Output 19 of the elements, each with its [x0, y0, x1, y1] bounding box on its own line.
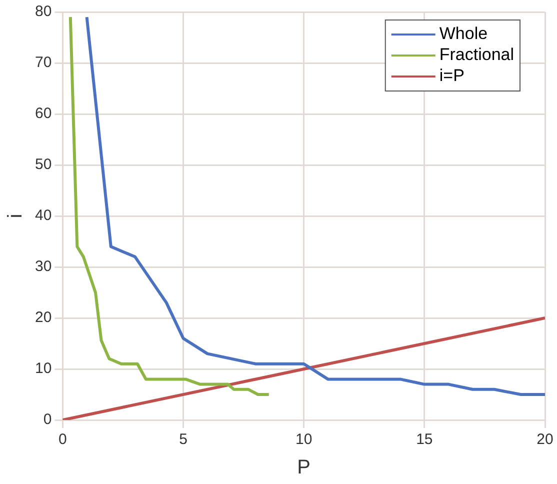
legend-label: Whole	[439, 24, 488, 44]
y-tick-label: 10	[34, 360, 52, 378]
legend-label: Fractional	[439, 45, 514, 64]
legend-label: i=P	[439, 66, 464, 86]
y-tick-label: 80	[34, 3, 52, 20]
x-axis-title: P	[297, 456, 311, 479]
x-tick-label: 5	[179, 431, 188, 448]
y-tick-label: 30	[34, 258, 52, 276]
y-tick-label: 70	[34, 54, 52, 72]
y-tick-label: 20	[34, 309, 52, 326]
x-tick-label: 15	[416, 431, 433, 448]
y-tick-label: 0	[43, 411, 52, 428]
y-axis-title: i	[4, 214, 27, 218]
y-tick-label: 50	[34, 156, 52, 174]
x-tick-label: 10	[296, 431, 312, 448]
x-tick-label: 0	[58, 431, 67, 448]
y-tick-label: 60	[34, 105, 52, 122]
x-tick-label: 20	[536, 431, 554, 448]
y-tick-label: 40	[34, 207, 52, 224]
